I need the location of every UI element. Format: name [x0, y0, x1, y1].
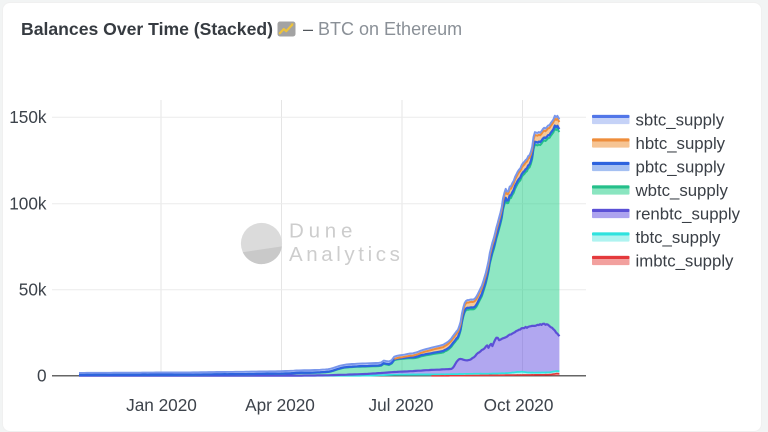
svg-text:100k: 100k — [9, 194, 47, 214]
svg-text:Apr 2020: Apr 2020 — [245, 395, 315, 415]
svg-text:0: 0 — [37, 366, 47, 386]
svg-text:hbtc_supply: hbtc_supply — [636, 134, 726, 153]
svg-text:Analytics: Analytics — [289, 243, 403, 266]
svg-text:Dune: Dune — [289, 220, 357, 243]
svg-text:pbtc_supply: pbtc_supply — [636, 158, 726, 177]
svg-text:Jul 2020: Jul 2020 — [369, 395, 434, 415]
svg-text:Jan 2020: Jan 2020 — [126, 395, 197, 415]
svg-text:wbtc_supply: wbtc_supply — [635, 181, 729, 200]
svg-text:150k: 150k — [9, 107, 47, 127]
svg-text:tbtc_supply: tbtc_supply — [636, 228, 721, 247]
svg-text:50k: 50k — [19, 280, 47, 300]
svg-text:Oct 2020: Oct 2020 — [484, 395, 554, 415]
svg-text:imbtc_supply: imbtc_supply — [636, 252, 735, 271]
svg-text:sbtc_supply: sbtc_supply — [636, 111, 725, 130]
svg-text:renbtc_supply: renbtc_supply — [636, 205, 741, 224]
